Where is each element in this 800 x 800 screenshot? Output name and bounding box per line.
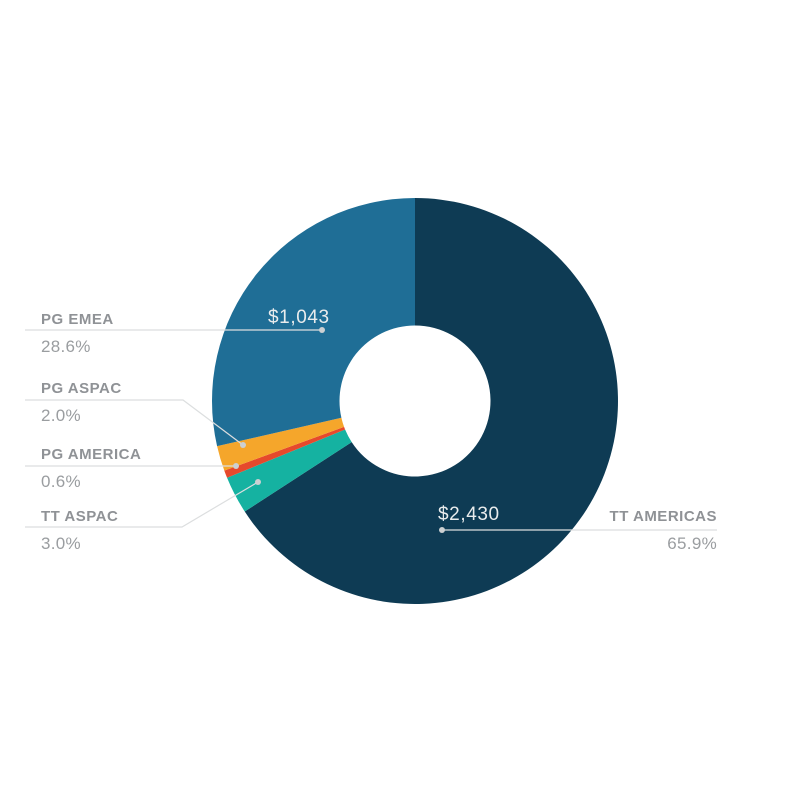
callout-tt-aspac: TT ASPAC 3.0%: [25, 509, 245, 552]
segment-percent-tt-aspac: 3.0%: [41, 534, 81, 553]
leader-dot-pg-america: [233, 463, 239, 469]
callout-pg-america: PG AMERICA 0.6%: [25, 447, 245, 490]
segment-percent-pg-aspac: 2.0%: [41, 406, 81, 425]
pie-slice-pg-america[interactable]: [224, 426, 346, 478]
callout-tt-americas: TT AMERICAS 65.9%: [497, 509, 717, 552]
segment-name-pg-aspac: PG ASPAC: [41, 380, 122, 397]
leader-dot-tt-aspac: [255, 479, 261, 485]
pie-slice-tt-aspac[interactable]: [227, 429, 352, 512]
segment-name-pg-america: PG AMERICA: [41, 446, 142, 463]
segment-percent-pg-emea: 28.6%: [41, 337, 91, 356]
pie-slice-pg-aspac[interactable]: [217, 417, 345, 471]
callout-pg-emea: PG EMEA 28.6%: [25, 312, 245, 355]
leader-dot-pg-emea: [319, 327, 325, 333]
leader-dot-tt-americas: [439, 527, 445, 533]
donut-slices: [212, 198, 618, 604]
segment-percent-tt-americas: 65.9%: [667, 534, 717, 553]
segment-name-pg-emea: PG EMEA: [41, 311, 114, 328]
segment-name-tt-americas: TT AMERICAS: [609, 508, 717, 525]
segment-name-tt-aspac: TT ASPAC: [41, 508, 119, 525]
segment-percent-pg-america: 0.6%: [41, 472, 81, 491]
pie-slice-tt-americas[interactable]: [244, 198, 618, 604]
pie-slice-pg-emea[interactable]: [212, 198, 415, 447]
leader-dot-pg-aspac: [240, 442, 246, 448]
leader-line-pg-aspac: [25, 399, 244, 446]
value-label-pg-emea: $1,043: [268, 307, 330, 328]
callout-pg-aspac: PG ASPAC 2.0%: [25, 381, 245, 424]
leader-line-tt-aspac: [25, 481, 259, 528]
value-label-tt-americas: $2,430: [438, 504, 500, 525]
